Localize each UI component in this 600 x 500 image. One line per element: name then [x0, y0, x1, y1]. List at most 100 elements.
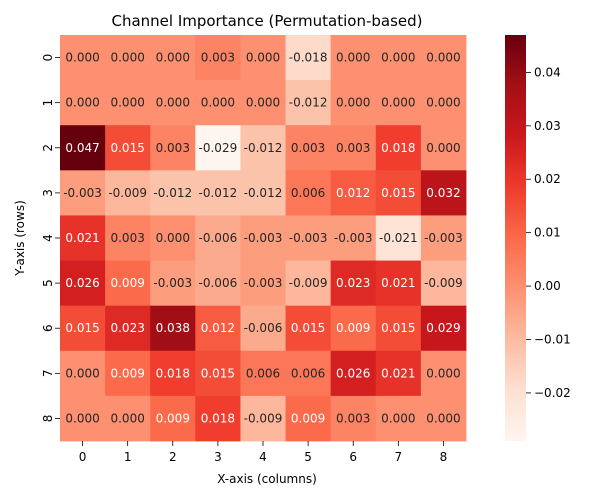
- heatmap-cell: [285, 170, 332, 216]
- cell-value-label: -0.009: [424, 276, 463, 290]
- heatmap-cell: [375, 395, 422, 442]
- cell-value-label: 0.047: [65, 141, 99, 155]
- heatmap-cell: [150, 350, 196, 397]
- colorbar: [505, 35, 526, 441]
- cell-value-label: 0.000: [201, 96, 235, 110]
- cell-value-label: 0.006: [291, 366, 325, 380]
- cell-value-label: 0.012: [201, 321, 235, 335]
- cell-value-label: 0.000: [65, 51, 99, 65]
- cell-value-label: 0.015: [201, 366, 235, 380]
- cell-value-label: -0.003: [334, 231, 373, 245]
- y-tick-label: 0: [41, 54, 55, 62]
- heatmap-cell: [240, 305, 286, 352]
- cell-value-label: 0.006: [291, 186, 325, 200]
- heatmap-cell: [285, 80, 332, 126]
- heatmap-cell: [195, 305, 241, 352]
- y-tick-label: 8: [41, 415, 55, 423]
- x-tick-label: 5: [304, 450, 312, 464]
- heatmap-cell: [330, 215, 377, 261]
- y-tick-label: 6: [41, 324, 55, 332]
- heatmap-cell: [240, 260, 286, 307]
- heatmap-cell: [330, 395, 377, 442]
- heatmap-cell: [150, 395, 196, 442]
- x-tick-label: 6: [349, 450, 357, 464]
- cell-value-label: 0.000: [336, 96, 370, 110]
- y-axis-label: Y-axis (rows): [13, 200, 27, 277]
- cell-value-label: 0.018: [201, 411, 235, 425]
- cell-value-label: 0.006: [246, 366, 280, 380]
- cell-value-label: 0.003: [110, 231, 144, 245]
- cell-value-label: -0.021: [379, 231, 418, 245]
- heatmap-cell: [150, 260, 196, 307]
- y-axis-ticks: 0 1 2 3 4 5 6 7 8: [41, 54, 60, 423]
- heatmap-cell: [240, 35, 286, 81]
- heatmap-cell: [195, 215, 241, 261]
- cell-value-label: 0.026: [336, 366, 370, 380]
- x-axis-ticks: 0 1 2 3 4 5 6 7 8: [79, 441, 448, 464]
- heatmap-cell: [150, 170, 196, 216]
- heatmap-cells: [60, 35, 467, 442]
- cell-value-label: 0.015: [381, 321, 415, 335]
- cell-value-label: 0.021: [381, 276, 415, 290]
- heatmap-cell: [60, 215, 106, 261]
- x-tick-label: 4: [259, 450, 267, 464]
- cell-value-label: 0.000: [65, 411, 99, 425]
- y-tick-label: 3: [41, 189, 55, 197]
- cell-value-label: 0.000: [426, 96, 460, 110]
- cell-value-label: 0.003: [201, 51, 235, 65]
- x-tick-label: 8: [440, 450, 448, 464]
- heatmap-cell: [330, 125, 377, 171]
- cell-value-label: 0.000: [246, 96, 280, 110]
- heatmap-cell: [420, 170, 467, 216]
- y-tick-label: 5: [41, 279, 55, 287]
- heatmap-cell-labels: 0.000 0.000 0.000 0.003 0.000 -0.018 0.000 0.00…: [63, 51, 463, 426]
- cell-value-label: 0.000: [65, 366, 99, 380]
- cell-value-label: 0.003: [291, 141, 325, 155]
- cell-value-label: 0.000: [426, 51, 460, 65]
- heatmap-cell: [330, 80, 377, 126]
- chart-title: Channel Importance (Permutation-based): [111, 12, 422, 30]
- heatmap-cell: [105, 350, 151, 397]
- cell-value-label: 0.023: [336, 276, 370, 290]
- cell-value-label: 0.000: [156, 96, 190, 110]
- heatmap-cell: [285, 350, 332, 397]
- x-tick-label: 7: [395, 450, 403, 464]
- heatmap-cell: [195, 260, 241, 307]
- heatmap-cell: [60, 35, 106, 81]
- x-tick-label: 0: [79, 450, 87, 464]
- heatmap-cell: [195, 350, 241, 397]
- cell-value-label: 0.029: [426, 321, 460, 335]
- colorbar-tick-label: 0.03: [534, 119, 561, 133]
- cell-value-label: -0.003: [244, 231, 283, 245]
- heatmap-cell: [285, 260, 332, 307]
- heatmap-cell: [150, 35, 196, 81]
- heatmap-cell: [240, 350, 286, 397]
- cell-value-label: 0.018: [156, 366, 190, 380]
- cell-value-label: 0.000: [156, 231, 190, 245]
- cell-value-label: -0.018: [289, 51, 328, 65]
- heatmap-cell: [330, 350, 377, 397]
- colorbar-tick-label: 0.01: [534, 226, 561, 240]
- cell-value-label: 0.009: [156, 411, 190, 425]
- cell-value-label: 0.009: [110, 366, 144, 380]
- heatmap-cell: [195, 125, 241, 171]
- cell-value-label: 0.009: [336, 321, 370, 335]
- heatmap-cell: [60, 305, 106, 352]
- y-tick-label: 4: [41, 234, 55, 242]
- cell-value-label: -0.006: [244, 321, 283, 335]
- cell-value-label: 0.003: [156, 141, 190, 155]
- cell-value-label: -0.003: [244, 276, 283, 290]
- cell-value-label: 0.038: [156, 321, 190, 335]
- heatmap-cell: [420, 215, 467, 261]
- heatmap-cell: [420, 305, 467, 352]
- heatmap-cell: [330, 170, 377, 216]
- heatmap-cell: [60, 395, 106, 442]
- cell-value-label: 0.000: [110, 96, 144, 110]
- cell-value-label: -0.009: [289, 276, 328, 290]
- heatmap-cell: [330, 35, 377, 81]
- cell-value-label: -0.009: [244, 411, 283, 425]
- heatmap-cell: [150, 125, 196, 171]
- cell-value-label: 0.023: [110, 321, 144, 335]
- cell-value-label: -0.012: [244, 186, 283, 200]
